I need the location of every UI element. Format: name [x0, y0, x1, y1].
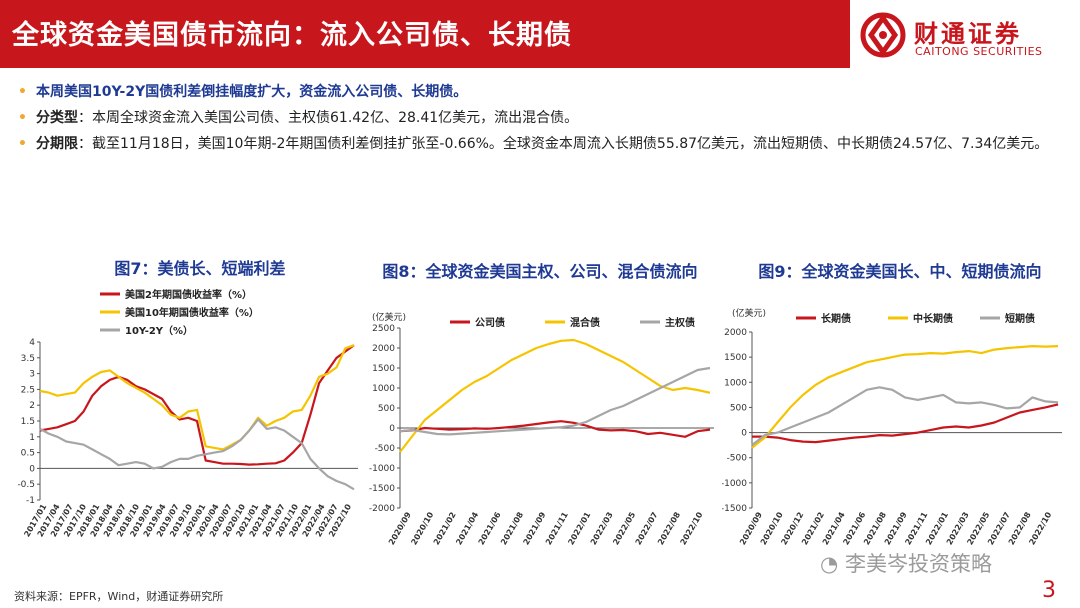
bullet-2: • 分类型：本周全球资金流入美国公司债、主权债61.42亿、28.41亿美元，流… [16, 108, 1066, 128]
page-title: 全球资金美国债市流向：流入公司债、长期债 [12, 20, 572, 51]
legend-label: 10Y-2Y（%） [125, 324, 193, 337]
y-tick-label: 4 [29, 338, 35, 348]
y-tick-label: 500 [730, 403, 747, 413]
chart-9: 2000150010005000-500-1000-15002020/09202… [722, 307, 1062, 546]
bullet-3-label: 分期限 [36, 136, 78, 152]
y-tick-label: 3.5 [21, 354, 35, 364]
legend-label: 美国2年期国债收益率（%） [125, 288, 252, 301]
bullet-3-text: ：截至11月18日，美国10年期-2年期国债利差倒挂扩张至-0.66%。全球资金… [78, 136, 1049, 152]
series-line-2 [751, 344, 1059, 449]
y-tick-label: -500 [375, 444, 396, 454]
y-tick-label: 0 [389, 424, 395, 434]
y-tick-label: -1000 [722, 479, 747, 489]
chart-8: 2500 2000 1500 1000 500 0 -500 -1000 -1500 -2000 2… [369, 311, 714, 546]
y-tick-label: -2000 [369, 504, 395, 514]
logo-mark-icon [860, 12, 906, 58]
watermark: ◔ 李美岑投资策略 [820, 548, 992, 578]
y-tick-label: 2000 [372, 344, 395, 354]
y-tick-label: -0.5 [17, 480, 35, 490]
wechat-icon: ◔ [820, 552, 839, 576]
y-tick-label: 1000 [372, 384, 395, 394]
y-tick-label: 2.5 [21, 385, 35, 395]
series-line-3 [751, 386, 1059, 446]
chart-8-title: 图8：全球资金美国主权、公司、混合债流向 [382, 262, 698, 281]
bullet-2-label: 分类型 [36, 110, 78, 126]
bullet-1-text: 本周美国10Y-2Y国债利差倒挂幅度扩大，资金流入公司债、长期债。 [36, 84, 468, 100]
company-logo: 财通证券 CAITONG SECURITIES [856, 8, 1076, 64]
y-tick-label: 1 [29, 433, 35, 443]
bullet-dot-icon: • [18, 110, 27, 126]
legend-label: 公司债 [475, 316, 505, 329]
legend-label: 中长期债 [913, 312, 953, 325]
series-line-2 [39, 344, 355, 451]
series-line-3 [399, 366, 711, 436]
y-tick-label: -500 [727, 454, 748, 464]
legend-label: 美国10年期国债收益率（%） [125, 306, 259, 319]
bullet-3: • 分期限：截至11月18日，美国10年期-2年期国债利差倒挂扩张至-0.66%… [16, 134, 1066, 154]
y-tick-label: 1500 [372, 364, 395, 374]
source-note: 资料来源：EPFR，Wind，财通证券研究所 [14, 590, 224, 603]
bullet-1: • 本周美国10Y-2Y国债利差倒挂幅度扩大，资金流入公司债、长期债。 [16, 82, 1066, 102]
series-line-2 [399, 338, 711, 453]
title-bar: 全球资金美国债市流向：流入公司债、长期债 [0, 0, 850, 68]
y-tick-label: 0.5 [21, 449, 35, 459]
y-tick-label: 1500 [724, 353, 747, 363]
summary-bullets: • 本周美国10Y-2Y国债利差倒挂幅度扩大，资金流入公司债、长期债。 • 分类… [16, 82, 1066, 160]
y-tick-label: 2 [29, 401, 35, 411]
bullet-dot-icon: • [18, 84, 27, 100]
y-tick-label: 3 [29, 370, 35, 380]
logo-text-cn: 财通证券 [914, 20, 1022, 48]
y-unit-label: (亿美元) [372, 311, 406, 323]
logo-text-en: CAITONG SECURITIES [915, 45, 1043, 58]
legend-label: 短期债 [1005, 312, 1035, 325]
series-line-1 [399, 420, 711, 438]
chart-9-title: 图9：全球资金美国长、中、短期债流向 [758, 262, 1042, 281]
x-tick-label: 2022/10 [679, 510, 705, 546]
page-number: 3 [1042, 578, 1056, 603]
y-tick-label: 500 [378, 404, 395, 414]
y-tick-label: -1000 [369, 464, 395, 474]
bullet-dot-icon: • [18, 136, 27, 152]
y-tick-label: 2500 [372, 324, 395, 334]
watermark-text: 李美岑投资策略 [845, 552, 993, 576]
legend-label: 长期债 [821, 312, 851, 325]
chart-7: 43.532.521.510.50-0.5-12017/012017/04201… [17, 288, 358, 538]
y-tick-label: -1500 [722, 504, 747, 514]
y-tick-label: 0 [741, 429, 747, 439]
legend-label: 混合债 [570, 316, 600, 329]
y-tick-label: 1.5 [21, 417, 35, 427]
y-tick-label: -1500 [369, 484, 395, 494]
series-line-1 [752, 403, 1059, 444]
y-tick-label: 0 [29, 464, 35, 474]
y-tick-label: 2000 [724, 328, 747, 338]
y-tick-label: 1000 [724, 378, 747, 388]
bullet-2-text: ：本周全球资金流入美国公司债、主权债61.42亿、28.41亿美元，流出混合债。 [78, 110, 579, 126]
legend-label: 主权债 [665, 316, 695, 329]
y-unit-label: (亿美元) [732, 307, 766, 319]
y-tick-label: -1 [26, 496, 35, 506]
series-line-3 [39, 418, 355, 491]
chart-7-title: 图7：美债长、短端利差 [114, 259, 286, 278]
